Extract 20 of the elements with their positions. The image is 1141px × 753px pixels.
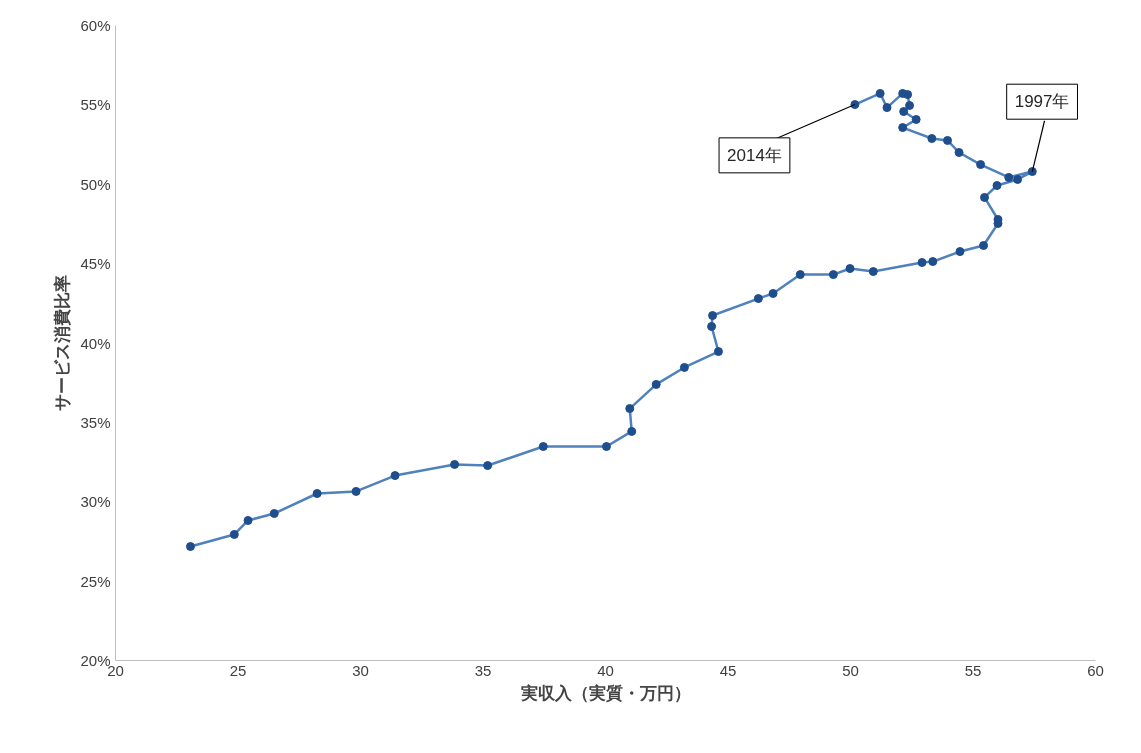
annotation: 1997年: [1014, 92, 1070, 112]
x-tick-label: 45: [719, 661, 737, 679]
y-tick-label: 35%: [80, 413, 111, 431]
x-tick-label: 60: [1087, 661, 1104, 679]
x-tick-label: 55: [964, 661, 982, 679]
x-axis-title: 実収入（実質・万円）: [519, 683, 691, 703]
x-tick-label: 25: [229, 661, 247, 679]
x-tick-label: 30: [352, 661, 369, 679]
y-tick-label: 45%: [80, 255, 111, 273]
x-tick-label: 50: [842, 661, 859, 679]
x-tick-label: 35: [474, 661, 492, 679]
x-tick-label: 40: [597, 661, 614, 679]
y-tick-label: 50%: [80, 175, 111, 193]
y-tick-label: 40%: [80, 334, 111, 352]
y-tick-label: 25%: [80, 572, 111, 590]
y-tick-label: 60%: [80, 17, 111, 34]
annotation: 2014年: [727, 145, 782, 165]
y-tick-label: 55%: [80, 96, 111, 114]
y-axis-title: サービス消費比率: [53, 275, 73, 411]
y-tick-label: 30%: [80, 493, 111, 511]
